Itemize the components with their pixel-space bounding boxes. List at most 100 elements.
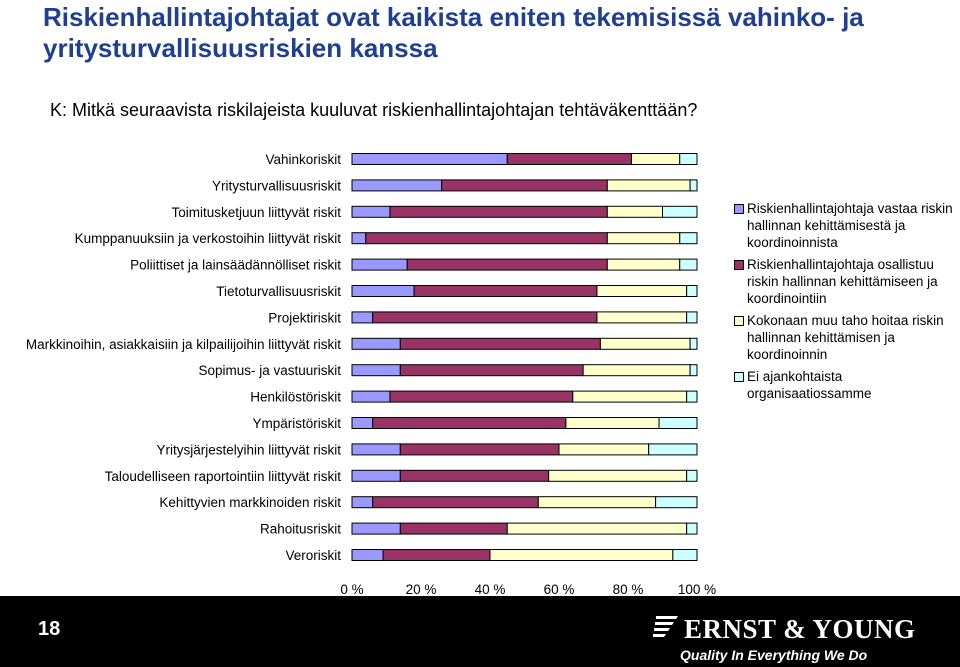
bar-segment-series-4 <box>686 390 698 403</box>
category-label: Toimitusketjuun liittyvät riskit <box>171 205 341 220</box>
bar-segment-series-1 <box>351 522 401 535</box>
category-label: Vahinkoriskit <box>265 152 341 167</box>
bar-segment-series-3 <box>606 205 663 218</box>
bar-segment-series-1 <box>351 311 374 324</box>
footer-bar: 18 ERNST & YOUNG Quality In Everything W… <box>0 596 960 667</box>
category-labels: Vahinkoriskit Yritysturvallisuusriskit Toi… <box>26 152 341 563</box>
chart-bars <box>351 153 698 561</box>
bar-segment-series-4 <box>686 285 698 297</box>
bar-segment-series-1 <box>351 179 443 192</box>
bar-segment-series-3 <box>630 153 681 165</box>
bar-segment-series-3 <box>599 337 691 350</box>
legend-label: Kokonaan muu taho hoitaa riskin hallinna… <box>747 313 944 362</box>
bar-segment-series-2 <box>389 205 608 218</box>
category-label: Tietoturvallisuusriskit <box>216 284 341 299</box>
chart-legend: Riskienhallintajohtaja vastaa riskin hal… <box>734 200 956 407</box>
stacked-bar-chart: Vahinkoriskit Yritysturvallisuusriskit Toi… <box>26 152 716 597</box>
bar-segment-series-1 <box>351 417 374 429</box>
category-label: Taloudelliseen raportointiin liittyvät r… <box>105 469 342 484</box>
category-label: Yritysturvallisuusriskit <box>212 178 341 193</box>
legend-label: Ei ajankohtaista organisaatiossamme <box>747 369 872 401</box>
bar-segment-series-2 <box>372 417 567 429</box>
bar-segment-series-1 <box>351 258 408 271</box>
bar-segment-series-4 <box>689 364 698 377</box>
bar-segment-series-3 <box>606 179 691 192</box>
category-label: Ympäristöriskit <box>252 416 341 431</box>
bar-segment-series-2 <box>372 496 539 509</box>
bar-segment-series-4 <box>672 549 698 561</box>
bar-segment-series-3 <box>572 390 688 403</box>
legend-item: Riskienhallintajohtaja osallistuu riskin… <box>734 256 956 307</box>
bar-segment-series-1 <box>351 496 374 509</box>
bar-segment-series-1 <box>351 443 401 456</box>
ey-logo-icon <box>653 616 678 637</box>
category-label: Veroriskit <box>285 548 341 563</box>
bar-segment-series-2 <box>399 522 508 535</box>
bar-segment-series-2 <box>372 311 598 324</box>
logo-wordmark: ERNST & YOUNG <box>684 614 916 644</box>
bar-segment-series-2 <box>365 232 608 245</box>
logo-tagline: Quality In Everything We Do <box>680 647 868 663</box>
bar-segment-series-1 <box>351 549 384 561</box>
bar-segment-series-4 <box>679 153 698 165</box>
x-tick-label: 80 % <box>613 582 644 597</box>
legend-swatch <box>734 204 744 214</box>
x-axis-ticks: 0 % 20 % 40 % 60 % 80 % 100 % <box>340 582 716 597</box>
bar-segment-series-3 <box>537 496 657 509</box>
legend-item: Kokonaan muu taho hoitaa riskin hallinna… <box>734 312 956 363</box>
bar-segment-series-1 <box>351 337 401 350</box>
legend-item: Riskienhallintajohtaja vastaa riskin hal… <box>734 200 956 251</box>
category-label: Kumppanuuksiin ja verkostoihin liittyvät… <box>75 231 342 246</box>
category-label: Projektiriskit <box>268 310 341 325</box>
bar-segment-series-2 <box>389 390 574 403</box>
bar-segment-series-2 <box>399 364 584 377</box>
bar-segment-series-4 <box>662 205 698 218</box>
bar-segment-series-3 <box>596 285 688 297</box>
bar-segment-series-2 <box>506 153 632 165</box>
page-number: 18 <box>38 618 61 640</box>
category-label: Sopimus- ja vastuuriskit <box>198 363 341 378</box>
bar-segment-series-4 <box>686 469 698 482</box>
bar-segment-series-3 <box>506 522 688 535</box>
bar-segment-series-4 <box>686 311 698 324</box>
legend-label: Riskienhallintajohtaja vastaa riskin hal… <box>747 201 953 250</box>
bar-segment-series-3 <box>606 232 681 245</box>
x-tick-label: 40 % <box>475 582 506 597</box>
bar-segment-series-1 <box>351 390 391 403</box>
bar-segment-series-2 <box>399 469 550 482</box>
bar-segment-series-4 <box>686 522 698 535</box>
bar-segment-series-3 <box>489 549 674 561</box>
bar-segment-series-3 <box>606 258 681 271</box>
bar-segment-series-3 <box>582 364 691 377</box>
survey-question: K: Mitkä seuraavista riskilajeista kuulu… <box>50 100 698 120</box>
category-label: Rahoitusriskit <box>260 522 341 537</box>
slide-title: Riskienhallintajohtajat ovat kaikista en… <box>43 2 864 63</box>
bar-segment-series-3 <box>596 311 688 324</box>
bar-segment-series-4 <box>648 443 698 456</box>
bar-segment-series-3 <box>548 469 688 482</box>
bar-segment-series-2 <box>441 179 608 192</box>
category-label: Markkinoihin, asiakkaisiin ja kilpailijo… <box>26 337 341 352</box>
legend-swatch <box>734 372 744 382</box>
legend-swatch <box>734 316 744 326</box>
bar-segment-series-2 <box>399 337 601 350</box>
bar-segment-series-4 <box>679 232 698 245</box>
bar-segment-series-1 <box>351 469 401 482</box>
bar-segment-series-2 <box>406 258 608 271</box>
category-label: Henkilöstöriskit <box>250 390 341 405</box>
x-tick-label: 0 % <box>340 582 363 597</box>
bar-segment-series-1 <box>351 205 391 218</box>
bar-segment-series-4 <box>689 179 698 192</box>
x-tick-label: 20 % <box>406 582 437 597</box>
category-label: Poliittiset ja lainsäädännölliset riskit <box>130 258 341 273</box>
bar-segment-series-3 <box>558 443 650 456</box>
bar-segment-series-2 <box>399 443 560 456</box>
bar-segment-series-2 <box>413 285 598 297</box>
category-label: Kehittyvien markkinoiden riskit <box>159 495 341 510</box>
bar-segment-series-2 <box>382 549 491 561</box>
bar-segment-series-1 <box>351 285 415 297</box>
x-tick-label: 60 % <box>544 582 575 597</box>
bar-segment-series-1 <box>351 364 401 377</box>
bar-segment-series-4 <box>679 258 698 271</box>
bar-segment-series-4 <box>655 496 698 509</box>
